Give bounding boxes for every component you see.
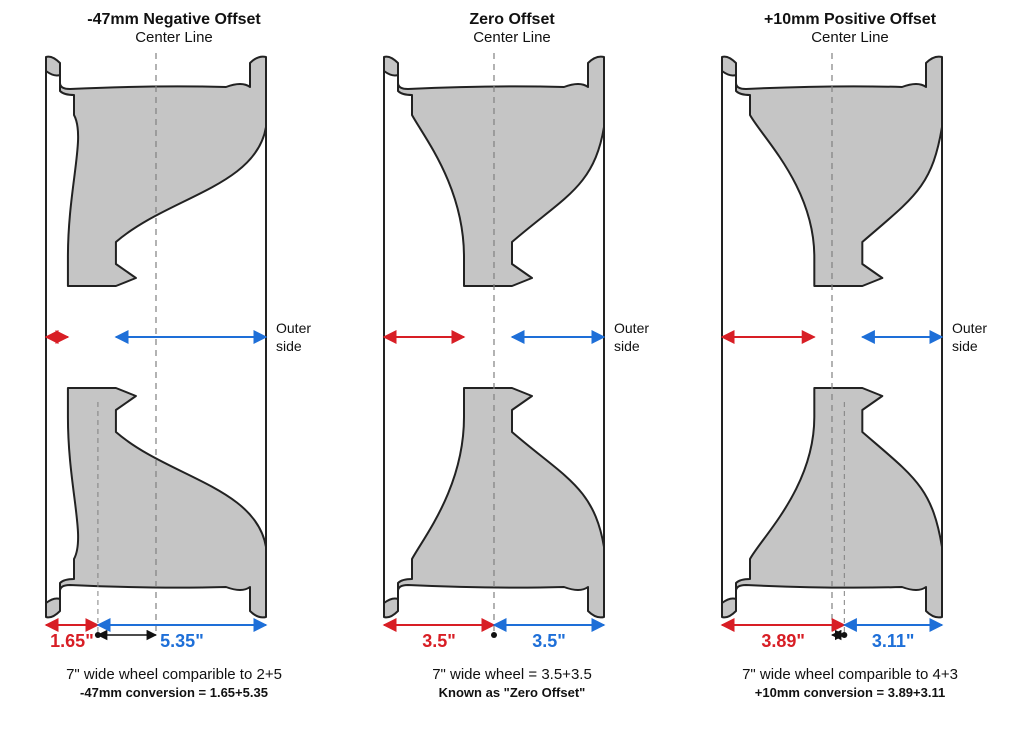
footer-main: 7" wide wheel comparible to 4+3 [687, 666, 1013, 685]
footer-zero: 3.5" 3.5" 7" wide wheel = 3.5+3.5 Known … [349, 647, 675, 701]
svg-text:1.65": 1.65" [50, 631, 94, 647]
svg-text:3.5": 3.5" [532, 631, 566, 647]
wheel-diagram-neg47: Outer side 1.65" 5.35" [11, 47, 337, 647]
svg-text:3.89": 3.89" [761, 631, 805, 647]
svg-text:Outer: Outer [614, 320, 649, 336]
footer-sub: +10mm conversion = 3.89+3.11 [687, 685, 1013, 701]
footer-neg47: 1.65" 5.35" 7" wide wheel comparible to … [11, 647, 337, 701]
footer-sub: -47mm conversion = 1.65+5.35 [11, 685, 337, 701]
footer-main: 7" wide wheel comparible to 2+5 [11, 666, 337, 685]
svg-text:Outer: Outer [276, 320, 311, 336]
title-centerline: Center Line [11, 29, 337, 47]
svg-text:5.35": 5.35" [160, 631, 204, 647]
footer-sub: Known as "Zero Offset" [349, 685, 675, 701]
footer-main: 7" wide wheel = 3.5+3.5 [349, 666, 675, 685]
title-centerline: Center Line [349, 29, 675, 47]
titles-zero: Zero Offset Center Line [349, 10, 675, 47]
titles-neg47: -47mm Negative Offset Center Line [11, 10, 337, 47]
panel-zero: Zero Offset Center Line Outerside3.5"3.5… [349, 10, 675, 742]
panel-pos10: +10mm Positive Offset Center Line Outer s… [687, 10, 1013, 742]
svg-text:side: side [276, 338, 302, 354]
svg-text:side: side [614, 338, 640, 354]
footer-pos10: 3.89" 3.11" 7" wide wheel comparible to … [687, 647, 1013, 701]
panel-neg47: -47mm Negative Offset Center Line Outer s… [11, 10, 337, 742]
title-main: +10mm Positive Offset [687, 10, 1013, 29]
titles-pos10: +10mm Positive Offset Center Line [687, 10, 1013, 47]
title-main: -47mm Negative Offset [11, 10, 337, 29]
svg-text:side: side [952, 338, 978, 354]
wheel-diagram-pos10: Outer side 3.89" 3.11" [687, 47, 1013, 647]
title-main: Zero Offset [349, 10, 675, 29]
title-centerline: Center Line [687, 29, 1013, 47]
svg-text:Outer: Outer [952, 320, 987, 336]
wheel-diagram-zero: Outer side 3.5" 3.5" [349, 47, 675, 647]
svg-text:3.11": 3.11" [872, 631, 915, 647]
svg-text:3.5": 3.5" [422, 631, 456, 647]
page: -47mm Negative Offset Center Line Outer s… [0, 0, 1024, 742]
